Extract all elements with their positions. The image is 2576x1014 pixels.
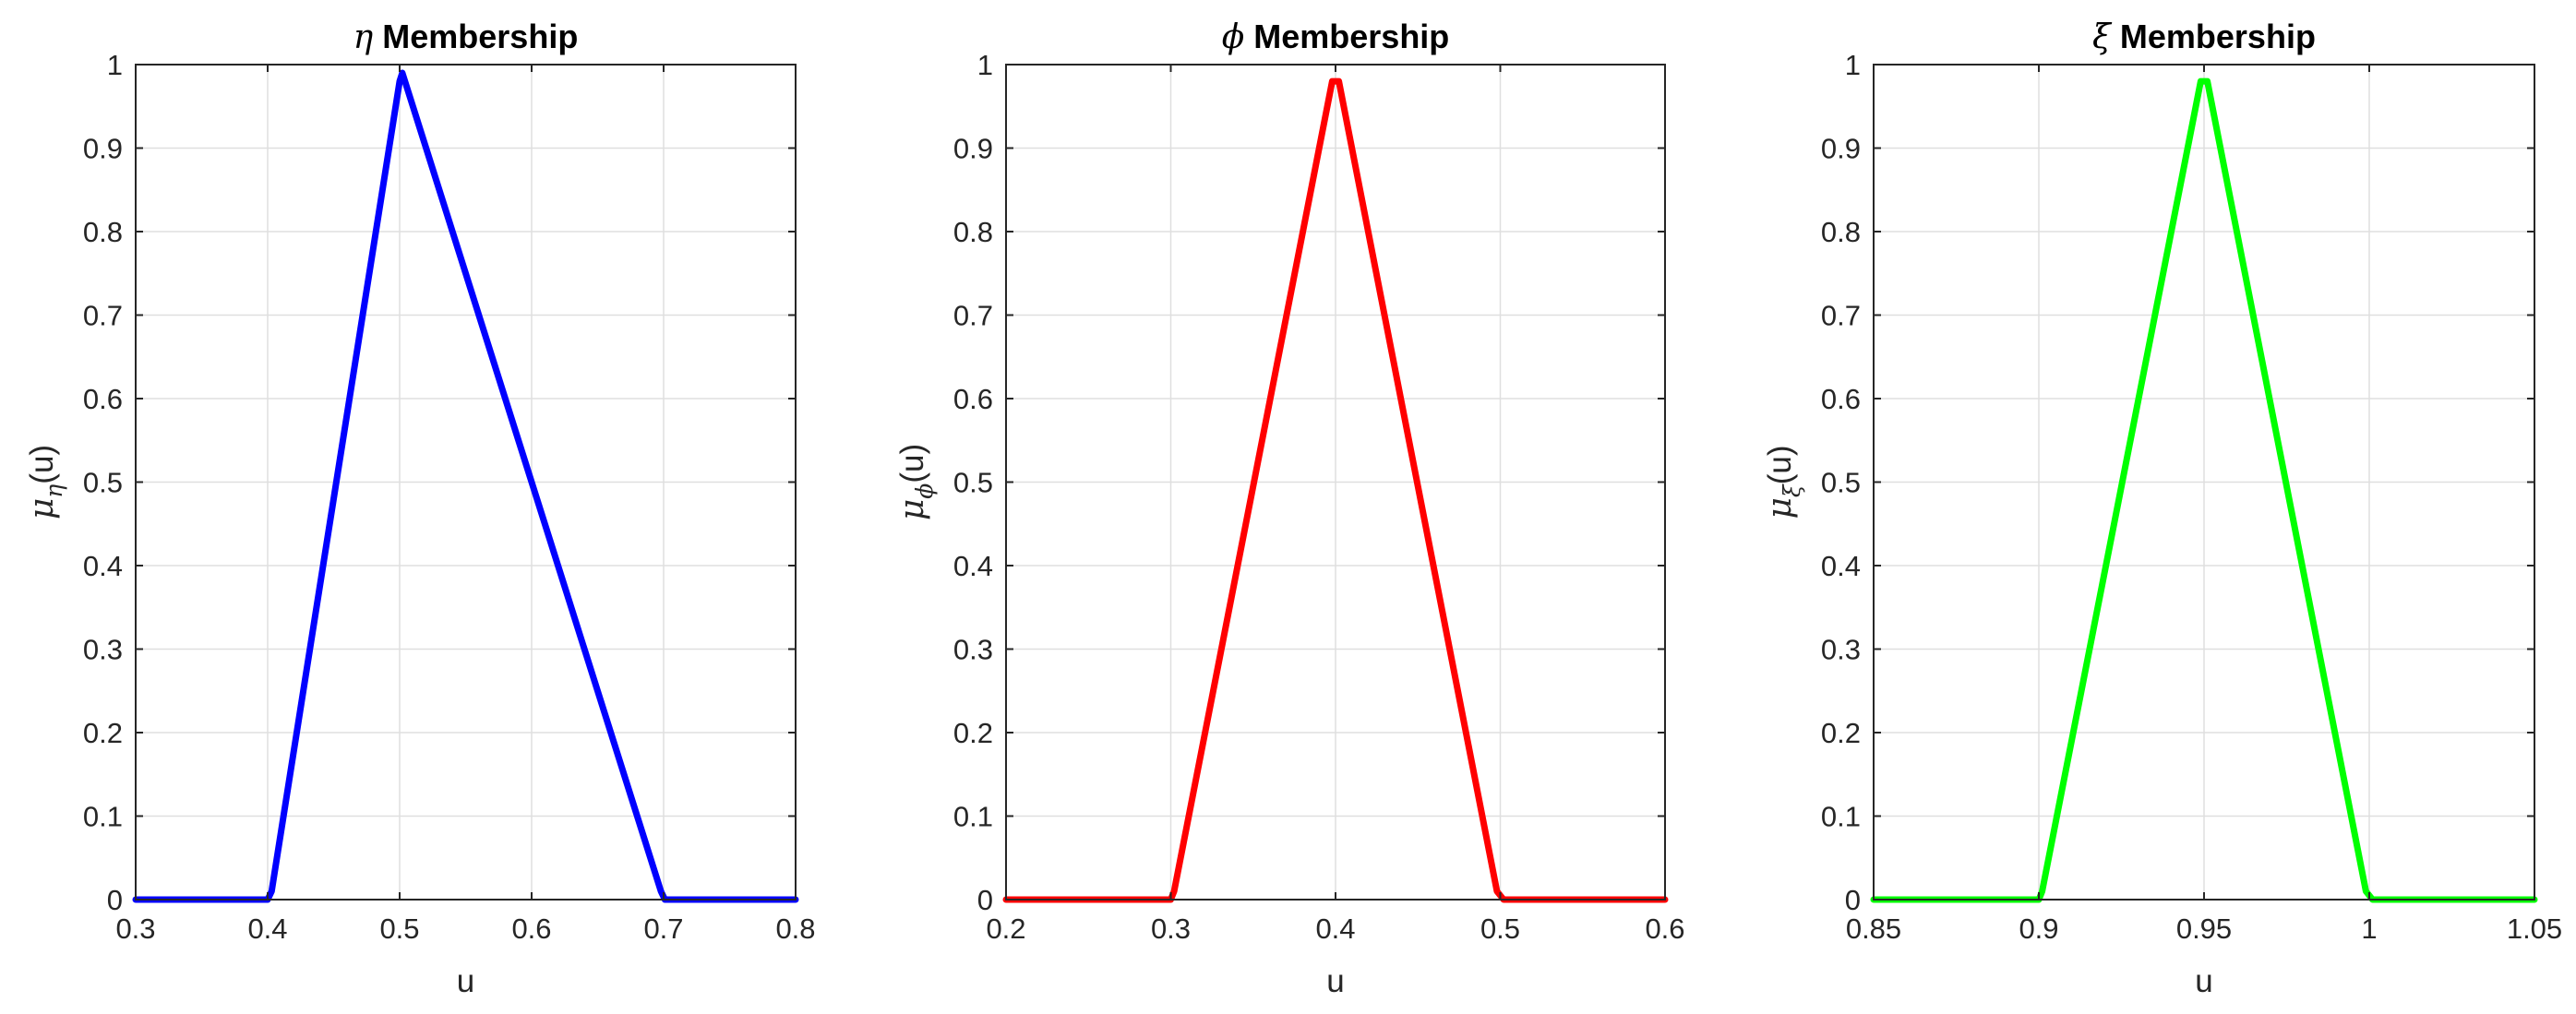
y-tick-label: 0.6	[1821, 383, 1861, 415]
chart-title-text: Membership	[382, 18, 578, 55]
y-tick-label: 1	[1845, 49, 1861, 81]
x-tick-label: 1	[2361, 913, 2377, 945]
y-tick-label: 0	[977, 884, 993, 916]
y-tick-label: 0.5	[83, 467, 123, 499]
x-tick-label: 0.7	[643, 913, 683, 945]
y-tick-label: 1	[977, 49, 993, 81]
chart-title-space	[1244, 18, 1253, 55]
x-tick-label: 0.2	[986, 913, 1025, 945]
y-axis-label-mu: μ	[893, 499, 931, 520]
y-tick-label: 0.1	[83, 801, 123, 833]
chart-title-space	[2111, 18, 2120, 55]
y-tick-label: 0.9	[1821, 133, 1861, 165]
x-tick-label: 0.95	[2176, 913, 2232, 945]
chart-title-symbol: η	[353, 18, 374, 56]
y-tick-label: 0.7	[1821, 300, 1861, 332]
y-tick-label: 0.8	[1821, 216, 1861, 248]
y-tick-label: 0.4	[83, 550, 123, 582]
y-tick-label: 0.2	[83, 717, 123, 749]
y-axis-label: μϕ(u)	[893, 444, 938, 520]
y-tick-label: 0.1	[1821, 801, 1861, 833]
chart-title-symbol: ϕ	[1222, 18, 1245, 56]
chart-title-space	[373, 18, 382, 55]
y-tick-label: 0.2	[1821, 717, 1861, 749]
y-tick-label: 0.6	[83, 383, 123, 415]
x-tick-label: 0.5	[1480, 913, 1520, 945]
chart-title-text: Membership	[2120, 18, 2316, 55]
x-tick-label: 0.6	[1645, 913, 1684, 945]
y-axis-label-rest: (u)	[1762, 446, 1798, 485]
x-tick-label: 0.6	[511, 913, 551, 945]
y-tick-label: 0.5	[1821, 467, 1861, 499]
x-tick-label: 0.3	[1151, 913, 1191, 945]
chart-panel-1: 0.3 0.4 0.5 0.6 0.7 0.8 0 0.1 0.2 0.3 0.4 0.5 0.6 0.7…	[23, 18, 816, 999]
y-axis-label: μη(u)	[23, 445, 67, 519]
x-axis-label: u	[2195, 963, 2212, 999]
chart-title-text: Membership	[1253, 18, 1449, 55]
x-axis-label: u	[1326, 963, 1344, 999]
y-axis-label-subscript: ξ	[1779, 483, 1805, 497]
y-tick-label: 0.2	[953, 717, 993, 749]
y-axis-label-mu: μ	[1761, 497, 1799, 519]
y-tick-label: 1	[107, 49, 123, 81]
y-tick-label: 0.3	[83, 634, 123, 666]
y-tick-label: 0.4	[953, 550, 993, 582]
y-tick-label: 0.9	[953, 133, 993, 165]
y-tick-label: 0	[1845, 884, 1861, 916]
y-tick-label: 0.6	[953, 383, 993, 415]
y-tick-label: 0.9	[83, 133, 123, 165]
y-axis-label-subscript: ϕ	[911, 483, 938, 499]
chart-title-symbol: ξ	[2092, 18, 2113, 56]
y-tick-label: 0.3	[1821, 634, 1861, 666]
chart-panel-2: 0.2 0.3 0.4 0.5 0.6 0 0.1 0.2 0.3 0.4 0.5 0.6 0.7 0.8…	[893, 18, 1685, 999]
y-tick-label: 0.8	[83, 216, 123, 248]
y-axis-label-rest: (u)	[24, 445, 60, 484]
x-tick-label: 0.9	[2019, 913, 2058, 945]
y-axis-label-mu: μ	[23, 498, 61, 519]
chart-title: ξ Membership	[2092, 18, 2316, 56]
y-tick-label: 0.7	[953, 300, 993, 332]
chart-title: η Membership	[353, 18, 579, 56]
y-tick-label: 0	[107, 884, 123, 916]
chart-panel-3: 0.85 0.9 0.95 1 1.05 0 0.1 0.2 0.3 0.4 0.5 0.6 0.7 0.…	[1761, 18, 2562, 999]
x-tick-label: 0.85	[1846, 913, 1901, 945]
y-axis-label: μξ(u)	[1761, 446, 1805, 519]
y-tick-label: 0.3	[953, 634, 993, 666]
y-tick-label: 0.1	[953, 801, 993, 833]
x-tick-label: 0.4	[247, 913, 287, 945]
x-tick-label: 0.8	[775, 913, 815, 945]
y-axis-label-subscript: η	[41, 484, 67, 498]
x-axis-label: u	[457, 963, 474, 999]
x-tick-label: 0.4	[1315, 913, 1355, 945]
y-tick-label: 0.5	[953, 467, 993, 499]
x-tick-label: 1.05	[2507, 913, 2562, 945]
y-tick-label: 0.4	[1821, 550, 1861, 582]
y-tick-label: 0.8	[953, 216, 993, 248]
chart-title: ϕ Membership	[1222, 18, 1450, 56]
x-tick-label: 0.5	[379, 913, 419, 945]
y-axis-label-rest: (u)	[894, 444, 930, 483]
x-tick-label: 0.3	[115, 913, 155, 945]
y-tick-label: 0.7	[83, 300, 123, 332]
